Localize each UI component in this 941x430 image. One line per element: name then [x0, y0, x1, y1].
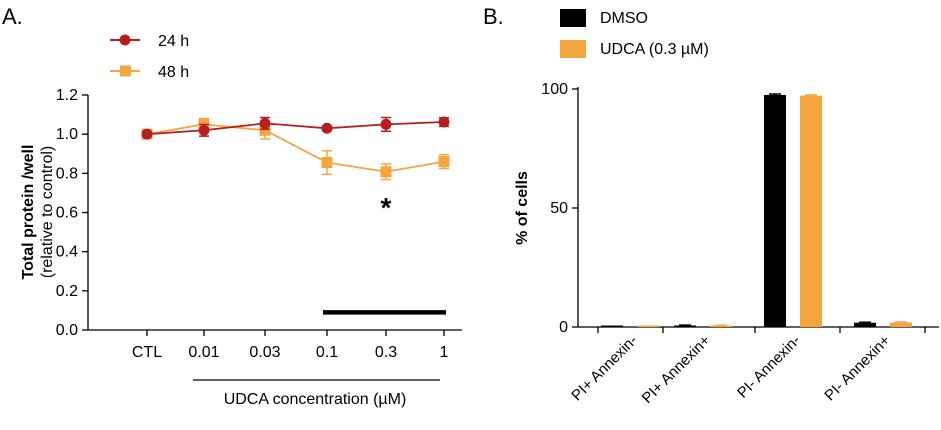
panel-b-ytick-label: 0	[559, 319, 568, 336]
panel-a-ytick-label: 0.6	[56, 205, 78, 222]
panel-a-point-24h	[198, 124, 210, 136]
panel-a-xtick-label: 0.03	[249, 344, 280, 361]
panel-b-bar-dmso	[674, 325, 696, 327]
panel-b-legend-swatch-udca	[560, 40, 586, 58]
panel-b-legend-label: DMSO	[600, 10, 648, 27]
panel-b-xtick-label: PI+ Annexin-	[568, 332, 640, 404]
panel-a-series-line	[146, 123, 445, 173]
panel-a-marks: *	[141, 116, 450, 315]
panel-b-bar-udca	[800, 95, 822, 327]
panel-a-label: A.	[2, 4, 23, 29]
panel-a-xtick-label: 0.1	[316, 344, 338, 361]
panel-a-ytick-label: 0.8	[56, 165, 78, 182]
panel-a-ytick-label: 1.0	[56, 126, 78, 143]
panel-b-ylabel: % of cells	[514, 171, 531, 245]
panel-a-xlabel: UDCA concentration (µM)	[224, 391, 407, 408]
panel-b-bar-udca	[710, 325, 732, 327]
panel-a-legend: 24 h 48 h	[110, 33, 189, 81]
panel-a-ylabel: Total protein /well	[20, 145, 37, 280]
panel-a-significance-star: *	[381, 192, 392, 223]
panel-b-legend-label: UDCA (0.3 µM)	[600, 41, 709, 58]
panel-a-xtick-label: 1	[440, 344, 449, 361]
panel-a-ytick-label: 0.2	[56, 283, 78, 300]
panel-b-bar-dmso	[854, 322, 876, 327]
panel-a-point-24h	[380, 118, 392, 130]
panel-b-xtick-label: PI+ Annexin+	[639, 332, 714, 407]
panel-a-point-24h	[259, 117, 271, 129]
panel-a-ytick-label: 0.0	[56, 322, 78, 339]
panel-b-legend-swatch-dmso	[560, 9, 586, 27]
panel-a-axes: 0.0 0.2 0.4 0.6 0.8 1.0 1.2 CTL 0.01 0.03 0.1 0.3 1	[56, 87, 462, 361]
panel-b-xtick-label: PI- Annexin+	[821, 332, 894, 405]
panel-b-ytick-label: 50	[550, 200, 568, 217]
panel-a-point-24h	[141, 128, 153, 140]
panel-a-point-48h	[438, 156, 450, 168]
panel-b-bar-udca	[890, 322, 912, 327]
panel-a-legend-marker-circle	[119, 34, 131, 46]
panel-a-point-24h	[321, 122, 333, 134]
panel-b-label: B.	[483, 4, 504, 29]
panel-a-xtick-label: CTL	[132, 344, 162, 361]
panel-a-ytick-label: 1.2	[56, 87, 78, 104]
panel-a-xtick-label: 0.01	[188, 344, 219, 361]
panel-b-marks	[601, 93, 912, 328]
panel-a-xtick-label: 0.3	[375, 344, 397, 361]
panel-a-ytick-label: 0.4	[56, 244, 78, 261]
panel-a-legend-label: 24 h	[158, 33, 189, 50]
panel-b-xtick-label: PI- Annexin-	[734, 332, 804, 402]
panel-a-point-48h	[259, 124, 271, 136]
panel-a-ylabel-sub: (relative to control)	[39, 146, 56, 279]
panel-b-ytick-label: 100	[541, 81, 568, 98]
panel-a-legend-marker-square	[120, 65, 131, 77]
panel-a-point-48h	[321, 157, 333, 169]
panel-a-point-48h	[380, 166, 392, 178]
panel-a-point-24h	[438, 116, 450, 128]
panel-b-legend: DMSO UDCA (0.3 µM)	[560, 9, 709, 58]
panel-a-legend-label: 48 h	[158, 64, 189, 81]
panel-a-series-line	[146, 121, 445, 136]
panel-b-axes: 0 50 100 PI+ Annexin-PI+ Annexin+ PI- Annexi…	[541, 81, 939, 407]
panel-b-bar-dmso	[764, 94, 786, 327]
